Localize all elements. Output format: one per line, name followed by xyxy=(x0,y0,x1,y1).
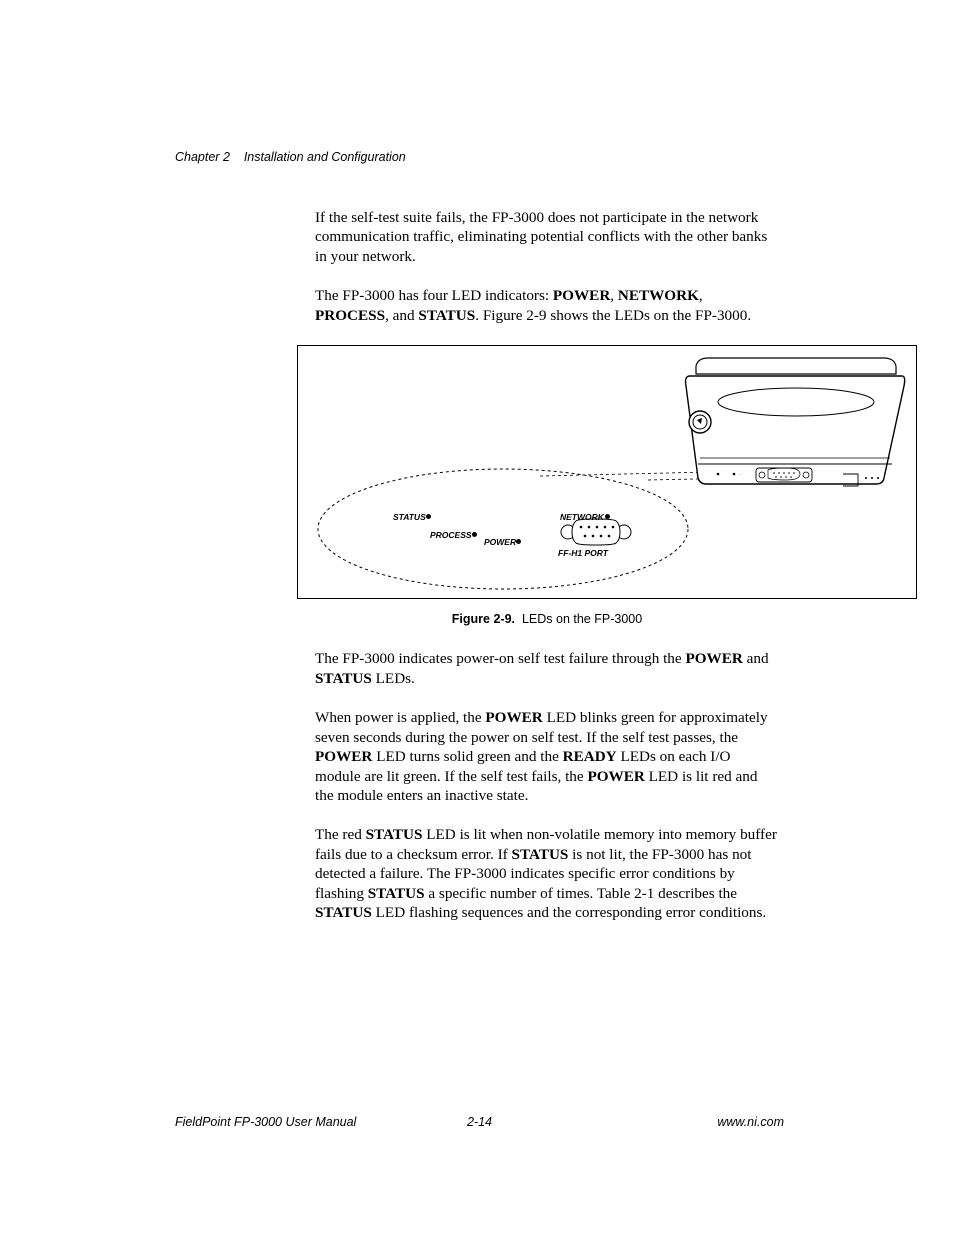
bold-power: POWER xyxy=(485,709,542,726)
bold-ready: READY xyxy=(563,748,617,765)
figure-svg: · xyxy=(298,346,916,598)
bold-status: STATUS xyxy=(368,885,425,902)
para-2: The FP-3000 has four LED indicators: POW… xyxy=(315,286,779,325)
text: When power is applied, the xyxy=(315,709,485,726)
page: Chapter 2 Installation and Configuration… xyxy=(0,0,954,923)
para-5: The red STATUS LED is lit when non-volat… xyxy=(315,825,779,922)
figure-label-port: FF-H1 PORT xyxy=(558,548,608,559)
text: The FP-3000 has four LED indicators: xyxy=(315,287,553,304)
figure-caption: Figure 2-9. LEDs on the FP-3000 xyxy=(315,611,779,627)
text: The FP-3000 indicates power-on self test… xyxy=(315,650,685,667)
connector-detail xyxy=(561,519,631,545)
chapter-number: Chapter 2 xyxy=(175,150,230,164)
figure-label-process: PROCESS xyxy=(430,530,472,541)
bold-status: STATUS xyxy=(366,826,423,843)
figure-2-9: · xyxy=(297,345,917,599)
bold-status: STATUS xyxy=(315,904,372,921)
para-3: The FP-3000 indicates power-on self test… xyxy=(315,649,779,688)
para-1: If the self-test suite fails, the FP-300… xyxy=(315,208,779,266)
bold-status: STATUS xyxy=(315,670,372,687)
bold-power: POWER xyxy=(315,748,372,765)
footer-page-number: 2-14 xyxy=(175,1115,784,1129)
text: a specific number of times. Table 2-1 de… xyxy=(425,885,737,902)
bold-power: POWER xyxy=(685,650,742,667)
device-drawing: · xyxy=(686,358,905,486)
footer-url: www.ni.com xyxy=(717,1115,784,1129)
text: . Figure 2-9 shows the LEDs on the FP-30… xyxy=(475,307,751,324)
figure-title: LEDs on the FP-3000 xyxy=(522,612,642,626)
text: , xyxy=(699,287,703,304)
text: , xyxy=(610,287,618,304)
bold-power: POWER xyxy=(587,768,644,785)
callout-ellipse xyxy=(318,469,688,589)
bold-power: POWER xyxy=(553,287,610,304)
bold-network: NETWORK xyxy=(618,287,699,304)
bold-status: STATUS xyxy=(418,307,475,324)
figure-label-power: POWER xyxy=(484,537,516,548)
bold-status: STATUS xyxy=(512,846,569,863)
para-4: When power is applied, the POWER LED bli… xyxy=(315,708,779,805)
text: The red xyxy=(315,826,366,843)
figure-number: Figure 2-9. xyxy=(452,612,515,626)
leader-line xyxy=(540,472,710,476)
body: If the self-test suite fails, the FP-300… xyxy=(315,208,779,923)
text: LED flashing sequences and the correspon… xyxy=(372,904,766,921)
figure-label-status: STATUS xyxy=(393,512,426,523)
text: , and xyxy=(385,307,418,324)
bold-process: PROCESS xyxy=(315,307,385,324)
figure-label-network: NETWORK xyxy=(560,512,604,523)
text: and xyxy=(743,650,769,667)
text: LEDs. xyxy=(372,670,415,687)
chapter-title: Installation and Configuration xyxy=(244,150,406,164)
running-header: Chapter 2 Installation and Configuration xyxy=(175,150,779,164)
text: LED turns solid green and the xyxy=(372,748,562,765)
